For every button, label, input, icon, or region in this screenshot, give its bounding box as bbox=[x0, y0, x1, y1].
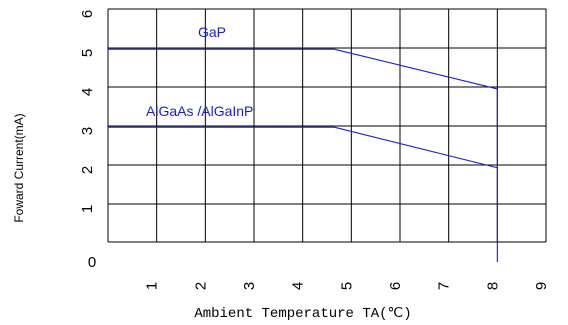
series-labels: GaP AlGaAs /AlGaInP bbox=[146, 24, 253, 119]
x-tick-label: 9 bbox=[533, 282, 550, 290]
x-tick-label: 7 bbox=[436, 282, 453, 290]
x-tick-labels: 1 2 3 4 5 6 7 8 9 bbox=[144, 282, 550, 290]
x-tick-label: 4 bbox=[290, 282, 307, 290]
series-label: AlGaAs /AlGaInP bbox=[146, 103, 253, 119]
x-tick-label: 2 bbox=[192, 282, 209, 290]
grid bbox=[107, 8, 547, 243]
x-tick-label: 3 bbox=[241, 282, 258, 290]
x-tick-label: 8 bbox=[484, 282, 501, 290]
series-line bbox=[108, 126, 498, 169]
y-tick-label: 6 bbox=[79, 10, 96, 18]
x-tick-label: 1 bbox=[144, 282, 161, 290]
y-axis-label: Foward Current(mA) bbox=[12, 113, 26, 222]
y-tick-label: 3 bbox=[79, 127, 96, 135]
y-tick-label: 0 bbox=[88, 254, 96, 271]
y-tick-labels: 0 1 2 3 4 5 6 bbox=[79, 10, 96, 271]
y-tick-label: 4 bbox=[79, 88, 96, 96]
y-tick-label: 2 bbox=[79, 166, 96, 174]
x-axis-label: Ambient Temperature TA(℃) bbox=[194, 306, 411, 322]
x-tick-label: 6 bbox=[387, 282, 404, 290]
series-label: GaP bbox=[198, 24, 226, 40]
y-tick-label: 1 bbox=[79, 205, 96, 213]
x-tick-label: 5 bbox=[338, 282, 355, 290]
series-lines bbox=[108, 48, 498, 262]
series-line bbox=[108, 48, 498, 262]
y-tick-label: 5 bbox=[79, 49, 96, 57]
